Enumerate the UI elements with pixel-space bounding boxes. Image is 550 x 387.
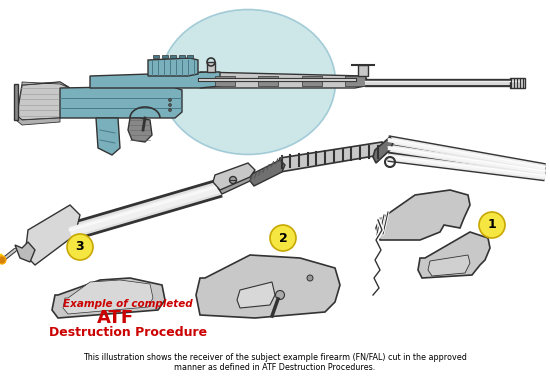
Polygon shape (15, 242, 35, 262)
Polygon shape (250, 160, 285, 186)
Polygon shape (345, 76, 365, 86)
Polygon shape (428, 255, 470, 276)
Text: ATF: ATF (96, 309, 134, 327)
Polygon shape (25, 205, 80, 265)
Polygon shape (200, 72, 370, 88)
Polygon shape (22, 82, 70, 88)
Circle shape (307, 275, 313, 281)
Polygon shape (218, 168, 256, 194)
Circle shape (168, 99, 172, 101)
Circle shape (276, 291, 284, 300)
Circle shape (479, 212, 505, 238)
Polygon shape (237, 282, 275, 308)
Polygon shape (418, 232, 490, 278)
Polygon shape (179, 55, 184, 58)
Polygon shape (187, 55, 193, 58)
Polygon shape (358, 65, 368, 76)
Polygon shape (376, 190, 470, 240)
Polygon shape (510, 78, 525, 88)
Polygon shape (60, 86, 182, 118)
Circle shape (67, 234, 93, 260)
Polygon shape (301, 76, 322, 86)
Polygon shape (0, 256, 3, 263)
Circle shape (270, 225, 296, 251)
Circle shape (168, 108, 172, 111)
Text: Example of completed: Example of completed (63, 299, 193, 309)
Polygon shape (90, 72, 220, 88)
Polygon shape (63, 280, 153, 314)
Polygon shape (258, 76, 278, 86)
Text: 3: 3 (76, 240, 84, 253)
Polygon shape (148, 58, 198, 76)
Text: manner as defined in ATF Destruction Procedures.: manner as defined in ATF Destruction Pro… (174, 363, 376, 373)
Circle shape (229, 176, 236, 183)
Text: This illustration shows the receiver of the subject example firearm (FN/FAL) cut: This illustration shows the receiver of … (83, 353, 467, 363)
Polygon shape (0, 254, 5, 264)
Circle shape (0, 256, 6, 264)
Polygon shape (170, 55, 176, 58)
Polygon shape (215, 76, 235, 86)
Polygon shape (16, 82, 70, 120)
Polygon shape (213, 163, 255, 190)
Polygon shape (52, 278, 165, 318)
Polygon shape (128, 118, 152, 142)
Polygon shape (196, 255, 340, 318)
Polygon shape (207, 62, 215, 72)
Text: 2: 2 (279, 231, 287, 245)
Polygon shape (96, 118, 120, 155)
Polygon shape (14, 84, 18, 120)
Polygon shape (162, 55, 168, 58)
Polygon shape (16, 115, 60, 125)
Text: 1: 1 (488, 219, 496, 231)
Circle shape (168, 103, 172, 106)
Polygon shape (278, 142, 385, 172)
Text: Destruction Procedure: Destruction Procedure (49, 325, 207, 339)
Ellipse shape (161, 10, 336, 154)
Polygon shape (373, 137, 393, 163)
Polygon shape (153, 55, 159, 58)
